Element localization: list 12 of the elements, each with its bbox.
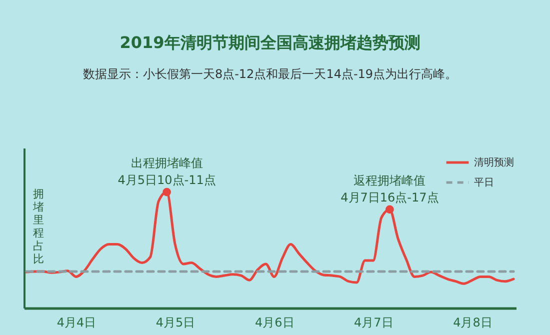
y-axis-title: 拥堵里程占比 [32,188,44,266]
annotation: 返程拥堵峰值 4月7日16点-17点 [340,173,439,204]
x-tick-label: 4月7日 [354,316,394,330]
legend-label: 平日 [474,178,494,188]
x-tick-label: 4月5日 [156,316,196,330]
x-tick-label: 4月6日 [254,316,294,330]
annotation: 出程拥堵峰值 4月5日10点-11点 [118,156,216,188]
x-tick-label: 4月8日 [453,316,492,330]
chart-title: 2019年清明节期间全国高速拥堵趋势预测 [120,33,420,52]
x-tick-label: 4月4日 [56,316,96,330]
legend-label: 清明预测 [474,156,514,168]
chart-subtitle: 数据显示：小长假第一天8点-12点和最后一天14点-19点为出行高峰。 [82,67,458,81]
